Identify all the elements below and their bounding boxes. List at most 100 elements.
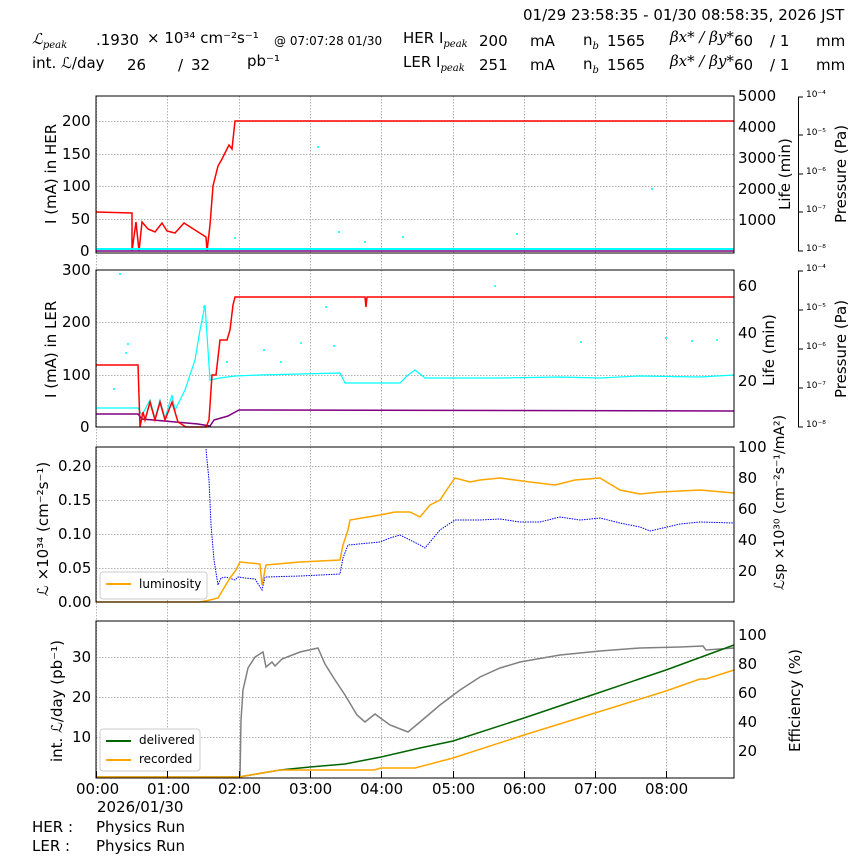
her-life-tick: 1000	[738, 211, 777, 229]
ler-pressure-tick: 10⁻⁸	[806, 420, 826, 430]
her-ipeak-unit: mA	[530, 32, 555, 50]
her-life-tick: 5000	[738, 87, 777, 105]
ler-ytick: 0	[80, 418, 90, 436]
ler-plot-frame	[95, 269, 735, 428]
ler-pressure-tick: 10⁻⁵	[806, 303, 826, 313]
her-beta-y: / 1	[770, 32, 790, 50]
ler-beta-unit: mm	[816, 56, 846, 74]
delivered-legend-label: delivered	[139, 733, 195, 747]
ler-ipeak-label: LER Ipeak	[403, 53, 465, 74]
ler-beta-label: βx* / βy*	[670, 52, 734, 70]
ler-ytick: 300	[62, 261, 91, 279]
ler-pressure-tick: 10⁻⁴	[806, 264, 826, 274]
eff-label: Efficiency (%)	[786, 649, 804, 752]
recorded-line	[96, 669, 735, 778]
ler-life-tick: 40	[738, 324, 758, 342]
lumi-ytick: 0.00	[58, 593, 92, 611]
int-lumi-unit: pb⁻¹	[247, 52, 280, 70]
her-life-tick: 3000	[738, 149, 777, 167]
ler-status-value: Physics Run	[96, 837, 186, 855]
intlumi-plot-frame	[95, 620, 735, 779]
x-ticks	[96, 771, 667, 778]
her-ytick: 50	[71, 210, 91, 228]
lumi-legend-label: luminosity	[139, 577, 202, 591]
her-ipeak-value: 200	[479, 32, 508, 50]
ler-ytick: 200	[62, 313, 91, 331]
her-beta-x: 60	[734, 32, 754, 50]
lumi-ytick: 0.10	[58, 525, 92, 543]
x-tick-label: 05:00	[432, 780, 476, 798]
her-nb-label: nb	[583, 31, 599, 52]
intlumi-ytick: 10	[72, 728, 92, 746]
ler-life-points	[113, 273, 718, 390]
grid-lines	[96, 96, 734, 778]
lumi-right-tick: 20	[738, 562, 758, 580]
ler-pressure-line	[96, 409, 735, 427]
eff-tick: 20	[738, 742, 758, 760]
her-beta-unit: mm	[816, 32, 846, 50]
pressure-axes	[798, 96, 803, 428]
lumi-right-label: ℒsp ×10³⁰ (cm⁻²s⁻¹/mA²)	[772, 414, 788, 590]
x-tick-label: 01:00	[147, 780, 191, 798]
ler-ylabel: I (mA) in LER	[42, 300, 60, 398]
her-pressure-tick: 10⁻⁴	[806, 90, 826, 100]
ler-ipeak-unit: mA	[530, 56, 555, 74]
ler-current-line	[96, 296, 734, 428]
lumi-legend	[99, 571, 208, 600]
ler-pressure-tick: 10⁻⁷	[806, 381, 826, 391]
eff-tick: 100	[738, 626, 767, 644]
her-pressure-label: Pressure (Pa)	[832, 124, 850, 223]
her-life-tick: 4000	[738, 118, 777, 136]
specific-lumi-points	[205, 448, 735, 592]
her-pressure-tick: 10⁻⁶	[806, 167, 826, 177]
lumi-ytick: 0.20	[58, 457, 92, 475]
her-plot-frame	[95, 95, 735, 254]
her-nb-value: 1565	[607, 32, 646, 50]
her-life-points	[234, 146, 653, 243]
lpeak-unit: × 10³⁴ cm⁻²s⁻¹	[147, 29, 259, 47]
her-status-label: HER :	[32, 818, 74, 836]
intlumi-ytick: 20	[72, 688, 92, 706]
ler-ipeak-value: 251	[479, 56, 508, 74]
eff-tick: 40	[738, 713, 758, 731]
ler-life-line	[96, 304, 735, 421]
ler-life-tick: 20	[738, 372, 758, 390]
ler-ytick: 100	[62, 366, 91, 384]
her-life-tick: 2000	[738, 180, 777, 198]
ler-life-label: Life (min)	[760, 314, 778, 386]
ler-beta-y: / 1	[770, 56, 790, 74]
recorded-legend-label: recorded	[139, 752, 193, 766]
time-range: 01/29 23:58:35 - 01/30 08:58:35, 2026 JS…	[523, 6, 845, 24]
int-lumi-delivered: 26	[127, 56, 147, 74]
her-pressure-tick: 10⁻⁷	[806, 205, 826, 215]
lumi-ylabel: ℒ ×10³⁴ (cm⁻²s⁻¹)	[34, 461, 52, 596]
her-pressure-tick: 10⁻⁵	[806, 128, 826, 138]
lpeak-label: ℒpeak	[32, 30, 68, 51]
intlumi-ytick: 30	[72, 648, 92, 666]
lumi-right-tick: 40	[738, 531, 758, 549]
x-tick-label: 07:00	[574, 780, 618, 798]
her-life-label: Life (min)	[776, 138, 794, 210]
ler-nb-value: 1565	[607, 56, 646, 74]
lumi-ytick: 0.05	[58, 559, 92, 577]
her-pressure-tick: 10⁻⁸	[806, 244, 826, 254]
int-lumi-label: int. ℒ/day	[32, 54, 105, 72]
ler-nb-label: nb	[583, 55, 599, 76]
intlumi-legend	[99, 728, 201, 772]
x-tick-label: 04:00	[360, 780, 404, 798]
ler-status-label: LER :	[32, 837, 71, 855]
intlumi-ylabel: int. ℒ/day (pb⁻¹)	[48, 640, 66, 762]
lumi-ytick: 0.15	[58, 491, 92, 509]
lumi-right-tick: 100	[738, 438, 767, 456]
x-tick-label: 02:00	[218, 780, 262, 798]
her-ytick: 100	[62, 177, 91, 195]
her-beta-label: βx* / βy*	[670, 28, 734, 46]
ler-pressure-tick: 10⁻⁶	[806, 342, 826, 352]
her-status-value: Physics Run	[96, 818, 186, 836]
ler-pressure-label: Pressure (Pa)	[832, 299, 850, 398]
x-tick-label: 08:00	[645, 780, 689, 798]
lumi-right-tick: 60	[738, 500, 758, 518]
int-lumi-sep: /	[178, 56, 184, 74]
ler-life-tick: 60	[738, 277, 758, 295]
